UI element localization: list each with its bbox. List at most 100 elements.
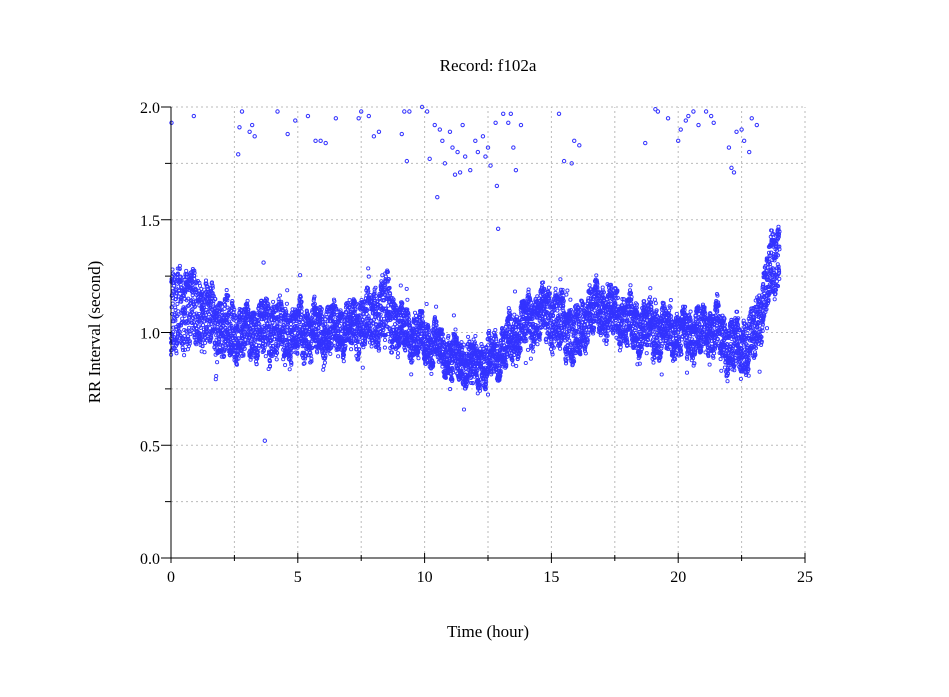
data-point — [178, 297, 183, 302]
data-point — [180, 345, 185, 350]
data-point — [242, 346, 247, 351]
data-point — [183, 290, 188, 295]
data-point — [183, 310, 188, 316]
data-point — [550, 352, 555, 357]
data-point — [188, 332, 193, 337]
data-point — [187, 329, 192, 334]
data-point — [269, 352, 274, 357]
data-point — [210, 283, 215, 288]
data-point — [277, 293, 282, 298]
data-point — [178, 323, 184, 328]
data-point — [190, 293, 195, 298]
data-point — [206, 312, 211, 317]
data-point — [341, 359, 346, 364]
data-point — [451, 313, 456, 318]
data-point — [179, 278, 184, 284]
data-point — [190, 297, 195, 302]
data-point — [233, 313, 238, 318]
data-point — [175, 340, 180, 345]
data-point — [274, 357, 279, 362]
data-point — [255, 349, 260, 355]
data-point — [175, 271, 180, 276]
data-point — [587, 283, 592, 288]
data-point — [171, 283, 176, 288]
data-point — [191, 326, 197, 331]
data-point — [173, 305, 178, 310]
data-point — [202, 350, 207, 355]
data-point — [285, 288, 290, 293]
data-point — [369, 344, 374, 349]
data-point — [177, 263, 182, 268]
data-point — [182, 333, 187, 339]
data-point — [217, 336, 222, 341]
data-point — [171, 330, 176, 335]
data-point — [186, 296, 191, 301]
data-point — [268, 339, 274, 344]
data-point — [268, 343, 273, 348]
data-point — [187, 339, 192, 344]
data-point — [512, 289, 518, 294]
data-point — [219, 301, 224, 306]
data-point — [192, 333, 197, 338]
data-point — [213, 297, 218, 302]
data-point — [236, 356, 241, 361]
data-point — [253, 338, 258, 343]
data-point — [186, 343, 191, 349]
data-point — [531, 349, 536, 354]
data-point — [546, 285, 551, 290]
data-point — [232, 307, 237, 312]
data-point — [207, 309, 212, 314]
data-point — [255, 353, 260, 358]
data-point — [192, 270, 197, 276]
data-point — [189, 274, 194, 279]
data-point — [225, 298, 230, 303]
data-point — [215, 327, 220, 332]
data-point — [429, 371, 434, 376]
data-point — [262, 332, 267, 337]
data-point — [239, 348, 244, 353]
data-point — [175, 301, 180, 306]
data-point — [283, 363, 288, 368]
data-point — [510, 362, 515, 367]
data-point — [349, 347, 354, 352]
data-point — [328, 351, 333, 356]
data-point — [461, 407, 467, 412]
data-point — [241, 334, 246, 339]
data-point — [565, 288, 570, 293]
data-point — [493, 327, 498, 333]
data-point — [178, 274, 183, 279]
data-point — [558, 277, 563, 282]
data-point — [194, 288, 199, 293]
data-point — [209, 336, 214, 341]
data-point — [485, 392, 491, 397]
data-point — [182, 327, 187, 333]
data-point — [219, 340, 224, 345]
x-axis-label: Time (hour) — [447, 622, 529, 641]
data-point — [264, 297, 270, 302]
data-point — [174, 291, 179, 296]
data-point — [173, 318, 178, 323]
data-point — [230, 299, 235, 304]
data-point — [214, 373, 219, 379]
data-point — [222, 353, 227, 359]
data-point — [257, 322, 262, 327]
data-point — [210, 285, 215, 290]
data-point — [175, 266, 180, 271]
data-point — [564, 292, 569, 297]
data-point — [254, 362, 259, 367]
data-point — [241, 352, 246, 357]
data-point — [245, 324, 250, 329]
data-point — [198, 320, 204, 325]
data-point — [259, 298, 264, 303]
data-point — [528, 356, 533, 361]
data-point — [321, 364, 326, 369]
data-point — [229, 323, 234, 328]
data-point — [336, 354, 341, 359]
data-point — [245, 298, 250, 303]
data-point — [395, 355, 400, 360]
data-point — [424, 301, 429, 307]
data-point — [226, 293, 231, 299]
data-point — [525, 347, 531, 352]
data-point — [184, 268, 189, 273]
data-point — [514, 363, 519, 369]
